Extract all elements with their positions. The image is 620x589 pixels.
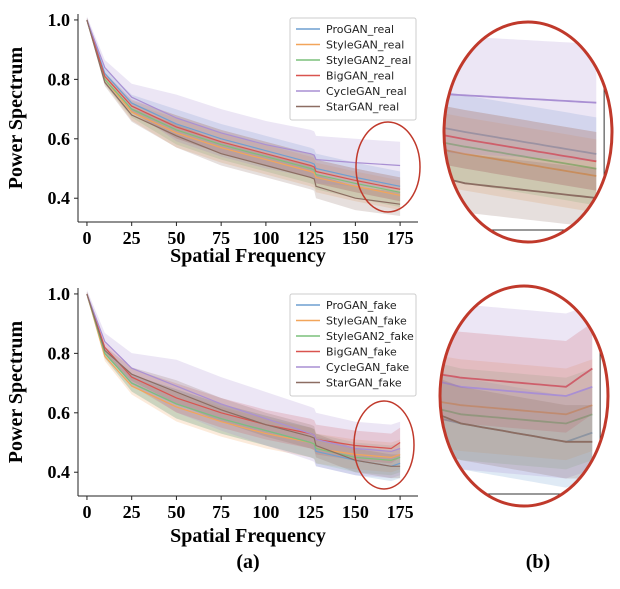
zoom-inset-fake [438,284,610,508]
band-stylegan2-fake [86,291,401,476]
zoom-line-stylegan-real [444,149,597,177]
zoom-band-stylegan2-fake [440,363,593,470]
y-tick-label: 0.8 [48,343,71,363]
series-lines [86,19,401,205]
line-stylegan2-fake [86,293,401,461]
legend-entry: StyleGAN_real [326,39,404,52]
x-tick-label: 75 [212,228,230,248]
zoom-band-stargan-fake [440,378,593,479]
y-tick-label: 0.6 [48,403,71,423]
line-stargan-fake [86,293,401,467]
y-tick-label: 1.0 [48,10,71,30]
y-axis-label: Power Spectrum [5,46,27,189]
legend-entry: StarGAN_real [326,101,399,114]
legend-box [289,17,417,121]
zoom-inset-real [442,20,614,244]
legend-entry: StyleGAN2_fake [326,330,414,343]
y-tick-label: 0.6 [48,129,71,149]
line-progan-real [86,19,401,187]
y-tick-label: 0.4 [48,462,71,482]
legend-entry: ProGAN_real [326,23,394,36]
axes [74,288,418,500]
legend-entry: BigGAN_real [326,70,394,83]
x-tick-label: 0 [82,228,91,248]
chart-fake: 0 25 50 75 100 125 150 175 0.4 0.6 0.8 1.0 Spatial … [5,284,418,547]
legend-entry: BigGAN_fake [326,346,397,359]
legend-entry: CycleGAN_fake [326,361,409,374]
legend-entry: StyleGAN_fake [326,315,407,328]
zoom-line-stargan-fake [440,414,593,443]
x-tick-label: 50 [167,228,185,248]
x-axis-label: Spatial Frequency [170,245,326,267]
x-axis-label: Spatial Frequency [170,525,326,547]
legend: ProGAN_fake StyleGAN_fake StyleGAN2_fake Bi… [289,293,417,397]
x-tick-label: 175 [387,502,414,522]
legend-entry: CycleGAN_real [326,85,407,98]
line-stylegan-real [86,19,401,196]
x-tick-label: 25 [123,502,141,522]
zoom-line-biggan-real [444,134,597,163]
band-cyclegan-fake [86,289,401,479]
tick-labels: 0 25 50 75 100 125 150 175 0.4 0.6 0.8 1.0 [48,284,414,522]
line-stylegan2-real [86,19,401,193]
line-biggan-fake [86,293,401,450]
x-tick-label: 150 [342,228,369,248]
x-tick-label: 0 [82,502,91,522]
zoom-band-biggan-fake [440,322,593,433]
x-tick-label: 175 [387,228,414,248]
legend: ProGAN_real StyleGAN_real StyleGAN2_real Bi… [289,17,417,121]
y-tick-label: 1.0 [48,284,71,304]
band-cyclegan-real [86,16,401,190]
x-tick-label: 100 [252,502,279,522]
line-cyclegan-real [86,19,401,167]
zoom-inset-ellipse [442,20,614,244]
zoom-line-stargan-real [444,177,597,199]
legend-entry: StyleGAN2_real [326,54,411,67]
zoom-line-stylegan-fake [440,400,593,416]
axes [74,14,418,226]
x-tick-label: 150 [342,502,369,522]
y-tick-label: 0.4 [48,188,71,208]
line-biggan-real [86,19,401,190]
panel-label-b: (b) [526,551,550,573]
band-stylegan2-real [86,17,401,208]
band-stylegan-fake [86,291,401,473]
x-tick-label: 125 [297,502,324,522]
chart-real: 0 25 50 75 100 125 150 175 0.4 0.6 0.8 1.0 Spatial … [5,10,421,267]
legend-entry: StarGAN_fake [326,377,402,390]
line-cyclegan-fake [86,293,401,453]
zoom-line-cyclegan-fake [440,380,593,397]
x-tick-label: 75 [212,502,230,522]
x-tick-label: 25 [123,228,141,248]
panel-label-a: (a) [236,551,259,573]
x-tick-label: 50 [167,502,185,522]
y-tick-label: 0.8 [48,69,71,89]
zoom-band-progan-fake [440,372,593,488]
zoom-line-cyclegan-real [444,93,597,104]
x-tick-label: 100 [252,228,279,248]
zoom-band-cyclegan-fake [440,299,593,479]
zoom-line-stylegan2-fake [440,408,593,425]
legend-box [289,293,417,397]
legend-entry: ProGAN_fake [326,299,397,312]
zoom-line-stylegan2-real [444,141,597,170]
tick-labels: 0 25 50 75 100 125 150 175 0.4 0.6 0.8 1.0 [48,10,414,248]
zoom-band-stargan-real [444,148,597,228]
zoom-region-ellipse [355,121,421,213]
x-tick-label: 125 [297,228,324,248]
line-stargan-real [86,19,401,205]
line-stylegan-fake [86,293,401,459]
band-progan-real [86,17,401,202]
series-lines [86,293,401,467]
y-axis-label: Power Spectrum [5,320,27,463]
zoom-line-biggan-fake [440,367,593,388]
zoom-band-stylegan-fake [440,356,593,461]
zoom-line-progan-real [444,127,597,155]
zoom-inset-ellipse [438,284,610,508]
zoom-region-ellipse [353,400,415,490]
